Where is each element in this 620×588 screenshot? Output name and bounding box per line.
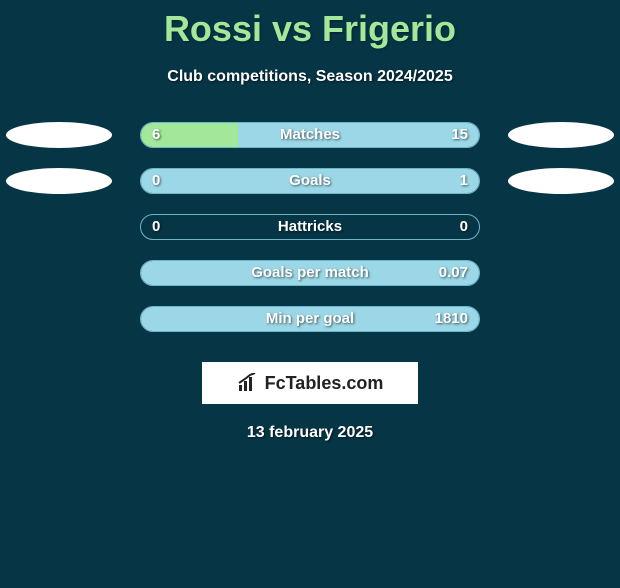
comparison-row: 1810Min per goal	[0, 298, 620, 344]
comparison-rows: 615Matches01Goals00Hattricks0.07Goals pe…	[0, 114, 620, 344]
metric-label: Goals per match	[140, 260, 480, 286]
page-title: Rossi vs Frigerio	[0, 8, 620, 50]
metric-label: Min per goal	[140, 306, 480, 332]
comparison-row: 615Matches	[0, 114, 620, 160]
chart-icon	[237, 373, 261, 393]
team-left-logo	[6, 122, 112, 148]
team-left-logo	[6, 168, 112, 194]
brand-badge: FcTables.com	[202, 362, 418, 404]
date-label: 13 february 2025	[0, 424, 620, 442]
metric-label: Hattricks	[140, 214, 480, 240]
metric-label: Matches	[140, 122, 480, 148]
brand-text: FcTables.com	[265, 373, 384, 394]
team-right-logo	[508, 122, 614, 148]
team-right-logo	[508, 168, 614, 194]
subtitle: Club competitions, Season 2024/2025	[0, 68, 620, 86]
metric-label: Goals	[140, 168, 480, 194]
comparison-row: 0.07Goals per match	[0, 252, 620, 298]
comparison-row: 00Hattricks	[0, 206, 620, 252]
comparison-row: 01Goals	[0, 160, 620, 206]
